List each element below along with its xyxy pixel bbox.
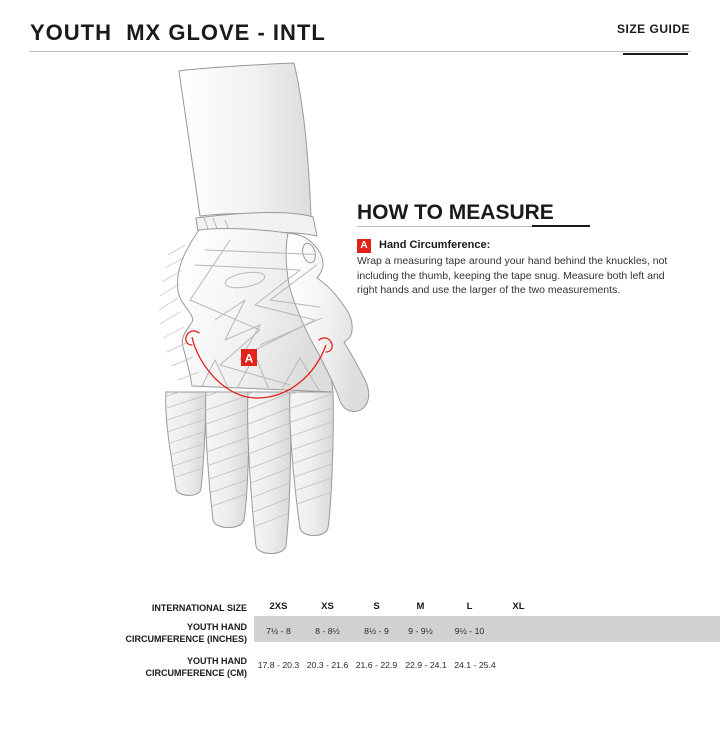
svg-text:A: A	[245, 352, 254, 366]
